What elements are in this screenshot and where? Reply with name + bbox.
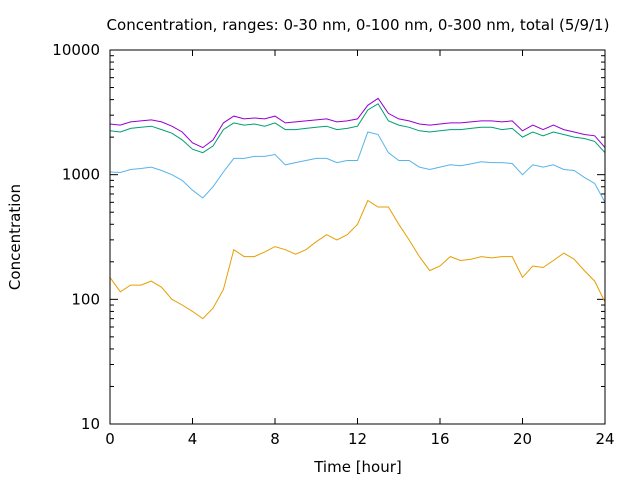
y-axis-label: Concentration <box>6 184 24 290</box>
y-tick-label: 10 <box>81 415 100 433</box>
x-tick-label: 8 <box>270 430 280 448</box>
series-line-4 <box>109 97 606 149</box>
x-tick-label: 4 <box>188 430 198 448</box>
plot-frame <box>109 49 606 425</box>
x-tick-label: 24 <box>595 430 614 448</box>
axis-ticks: 0 4 8 12 16 20 24 10 100 1000 10000 <box>52 41 614 448</box>
y-tick-label: 100 <box>71 290 100 308</box>
x-axis-label: Time [hour] <box>313 458 402 476</box>
x-tick-label: 12 <box>348 430 367 448</box>
y-tick-label: 1000 <box>62 166 100 184</box>
y-tick-label: 10000 <box>52 41 100 59</box>
series-line-2 <box>109 131 606 203</box>
x-tick-label: 0 <box>105 430 115 448</box>
series-line-1 <box>109 199 606 320</box>
x-tick-label: 20 <box>513 430 532 448</box>
chart-title: Concentration, ranges: 0-30 nm, 0-100 nm… <box>107 16 610 34</box>
series-layer <box>109 97 606 320</box>
x-tick-label: 16 <box>430 430 449 448</box>
series-line-3 <box>109 103 606 154</box>
